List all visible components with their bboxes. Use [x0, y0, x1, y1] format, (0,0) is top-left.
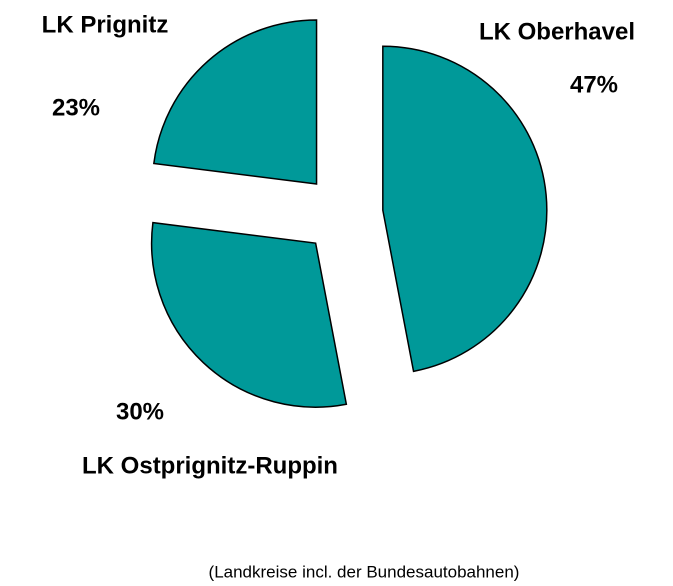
pie — [150, 19, 548, 408]
pie-slice — [153, 19, 318, 185]
value-label: 47% — [570, 71, 618, 98]
pie-slice — [382, 45, 548, 373]
value-label: 30% — [116, 398, 164, 425]
slice-label: LK Oberhavel — [479, 18, 635, 45]
annotation: (Landkreise incl. der Bundesautobahnen) — [209, 562, 520, 581]
pie-slice — [150, 221, 348, 408]
slice-label: LK Prignitz — [42, 11, 169, 38]
slice-label: LK Ostprignitz-Ruppin — [82, 452, 338, 479]
value-label: 23% — [52, 94, 100, 121]
